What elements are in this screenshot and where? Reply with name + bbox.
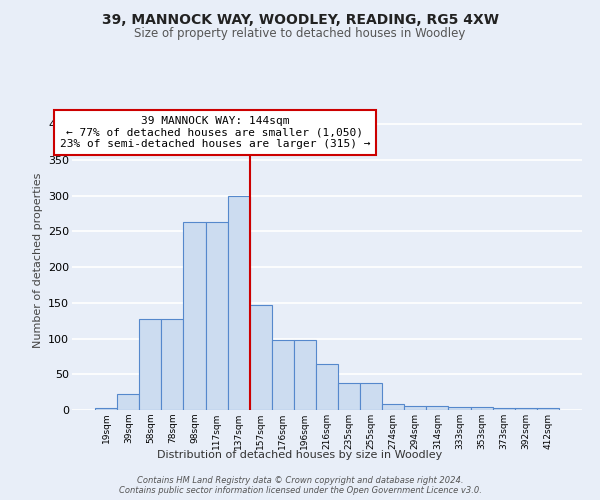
Bar [316, 364, 338, 410]
Bar [227, 196, 250, 410]
Bar [515, 408, 537, 410]
Text: Contains HM Land Registry data © Crown copyright and database right 2024.
Contai: Contains HM Land Registry data © Crown c… [119, 476, 481, 495]
Bar [338, 383, 360, 410]
Bar [294, 340, 316, 410]
Bar [139, 318, 161, 410]
Bar [404, 406, 427, 410]
Bar [95, 408, 117, 410]
Text: Size of property relative to detached houses in Woodley: Size of property relative to detached ho… [134, 28, 466, 40]
Y-axis label: Number of detached properties: Number of detached properties [32, 172, 43, 348]
Bar [272, 340, 294, 410]
Text: Distribution of detached houses by size in Woodley: Distribution of detached houses by size … [157, 450, 443, 460]
Bar [470, 407, 493, 410]
Text: 39 MANNOCK WAY: 144sqm
← 77% of detached houses are smaller (1,050)
23% of semi-: 39 MANNOCK WAY: 144sqm ← 77% of detached… [59, 116, 370, 149]
Bar [382, 404, 404, 410]
Text: 39, MANNOCK WAY, WOODLEY, READING, RG5 4XW: 39, MANNOCK WAY, WOODLEY, READING, RG5 4… [101, 12, 499, 26]
Bar [206, 222, 227, 410]
Bar [360, 383, 382, 410]
Bar [493, 408, 515, 410]
Bar [117, 394, 139, 410]
Bar [448, 407, 470, 410]
Bar [161, 318, 184, 410]
Bar [184, 222, 206, 410]
Bar [427, 406, 448, 410]
Bar [537, 408, 559, 410]
Bar [250, 305, 272, 410]
